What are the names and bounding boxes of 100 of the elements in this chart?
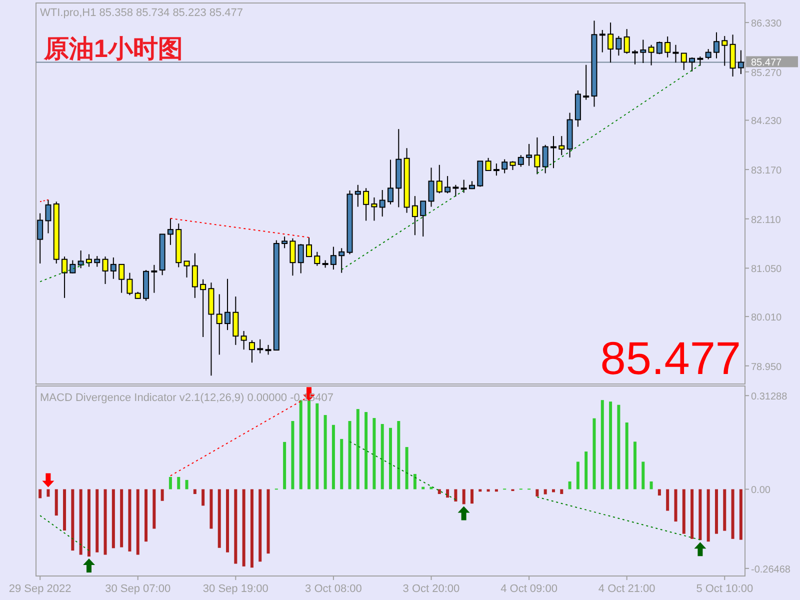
candlestick bbox=[502, 158, 508, 174]
candlestick bbox=[558, 136, 565, 156]
bar bbox=[413, 474, 416, 490]
bar bbox=[739, 489, 742, 540]
candlestick bbox=[151, 264, 158, 294]
candlestick bbox=[330, 246, 336, 270]
candlestick bbox=[680, 52, 687, 70]
bar bbox=[112, 489, 115, 548]
candlestick bbox=[705, 48, 712, 60]
bar bbox=[160, 489, 164, 501]
bar bbox=[136, 489, 140, 555]
y-tick-label: 84.230 bbox=[751, 116, 782, 128]
bar bbox=[152, 489, 156, 529]
bar bbox=[46, 489, 50, 497]
candlestick bbox=[518, 154, 524, 168]
bar bbox=[723, 489, 726, 531]
bar bbox=[698, 489, 702, 540]
bar bbox=[242, 489, 246, 566]
candlestick bbox=[656, 41, 662, 55]
bar bbox=[380, 424, 384, 490]
candlestick bbox=[248, 340, 255, 364]
bar bbox=[494, 489, 498, 492]
bar bbox=[666, 489, 670, 511]
bar bbox=[731, 489, 734, 539]
bar bbox=[438, 489, 441, 494]
candlestick bbox=[240, 330, 247, 350]
bar bbox=[714, 489, 718, 534]
x-tick-label: 4 Oct 21:00 bbox=[598, 583, 656, 595]
y-tick-label: 0.31288 bbox=[751, 392, 788, 403]
candlestick bbox=[78, 250, 84, 269]
x-tick-label: 5 Oct 10:00 bbox=[696, 583, 754, 595]
bar bbox=[486, 489, 490, 492]
candlestick bbox=[526, 143, 532, 166]
candlestick bbox=[624, 28, 630, 54]
bar bbox=[470, 489, 474, 504]
candlestick bbox=[102, 256, 108, 284]
candlestick bbox=[534, 136, 540, 175]
candlestick bbox=[388, 159, 394, 205]
bar bbox=[372, 418, 376, 490]
bar bbox=[706, 489, 710, 542]
bar bbox=[79, 489, 82, 555]
candlestick bbox=[672, 44, 679, 64]
bar bbox=[397, 421, 400, 490]
y-tick-label: 81.050 bbox=[751, 264, 782, 276]
candlestick bbox=[379, 190, 386, 218]
candlestick bbox=[200, 278, 206, 338]
text: 原油1小时图 bbox=[43, 35, 183, 63]
annotation: 85.477 bbox=[600, 332, 741, 384]
candlestick bbox=[412, 196, 418, 236]
candlestick bbox=[493, 162, 500, 176]
bar bbox=[389, 428, 392, 490]
candlestick bbox=[738, 50, 744, 75]
candlestick bbox=[697, 56, 704, 66]
bar bbox=[87, 489, 90, 557]
bar bbox=[600, 400, 604, 490]
bar bbox=[299, 400, 302, 490]
bar bbox=[120, 489, 124, 548]
bar bbox=[544, 489, 547, 494]
candlestick bbox=[70, 260, 76, 274]
bar bbox=[226, 489, 230, 552]
candlestick bbox=[37, 212, 44, 264]
bar bbox=[682, 489, 686, 534]
y-tick-label: -0.26468 bbox=[751, 564, 791, 576]
candlestick bbox=[94, 256, 100, 268]
bar bbox=[324, 415, 327, 490]
y-tick-label: 82.110 bbox=[751, 214, 782, 226]
bar bbox=[650, 481, 653, 490]
candlestick bbox=[192, 252, 198, 298]
bar bbox=[218, 489, 221, 548]
y-tick-label: 78.950 bbox=[751, 362, 782, 373]
bar bbox=[674, 489, 678, 522]
bar bbox=[144, 489, 148, 542]
bar bbox=[625, 422, 628, 490]
candlestick bbox=[648, 44, 654, 66]
x-tick-label: 29 Sep 2022 bbox=[8, 583, 72, 595]
candlestick bbox=[542, 144, 548, 174]
candlestick bbox=[265, 344, 272, 356]
y-tick-label: 0.00 bbox=[751, 485, 771, 496]
candlestick bbox=[282, 236, 288, 249]
candlestick bbox=[640, 39, 646, 64]
candlestick bbox=[354, 184, 361, 208]
bar bbox=[340, 438, 344, 490]
bar bbox=[348, 421, 352, 490]
candlestick bbox=[86, 254, 92, 268]
candlestick bbox=[664, 36, 671, 58]
bar bbox=[71, 489, 74, 551]
candlestick bbox=[184, 260, 190, 278]
candlestick bbox=[314, 251, 320, 266]
bar bbox=[633, 442, 636, 490]
bar bbox=[54, 489, 58, 516]
candlestick bbox=[257, 338, 264, 354]
annotation: WTI.pro,H1 85.358 85.734 85.223 85.477 bbox=[40, 7, 244, 19]
candlestick bbox=[436, 164, 442, 194]
bar bbox=[210, 489, 213, 529]
candlestick bbox=[371, 196, 378, 222]
candlestick bbox=[444, 176, 451, 194]
bar bbox=[584, 452, 588, 490]
candlestick bbox=[599, 29, 606, 53]
bar bbox=[202, 489, 205, 506]
candlestick bbox=[485, 157, 492, 171]
